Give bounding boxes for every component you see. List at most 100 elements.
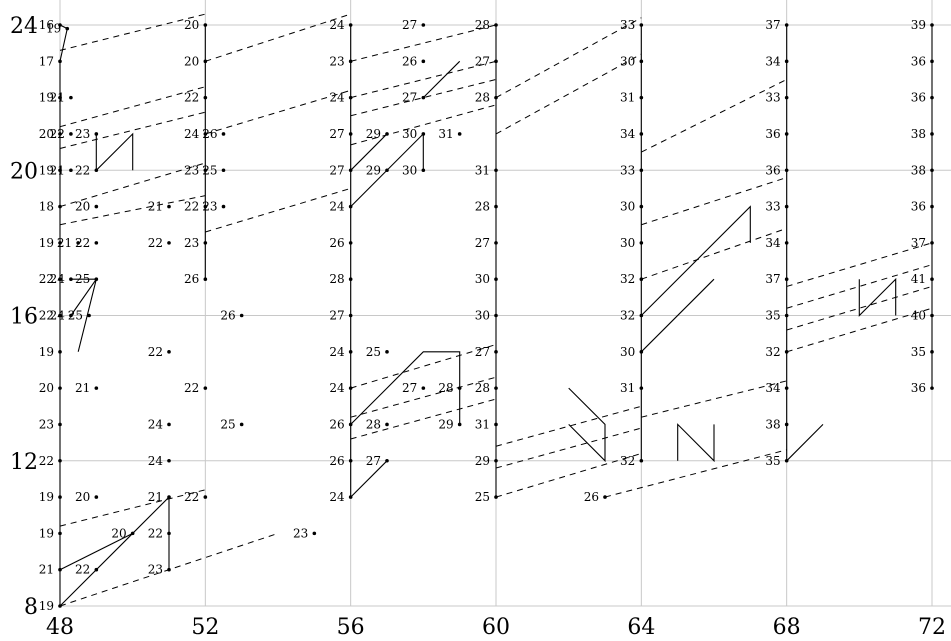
point-marker [87,313,91,318]
dashed-link [205,13,351,62]
point-label: 19 [39,236,54,250]
point-marker [221,168,226,173]
point-marker [348,313,353,318]
point-label: 19 [39,91,54,105]
point-marker [639,132,644,136]
point-label: 36 [911,200,926,214]
solid-path [95,132,134,172]
point-label: 31 [438,127,453,141]
point-marker [494,313,498,318]
point-label: 32 [765,345,780,359]
point-label: 23 [148,563,163,577]
point-label: 36 [765,127,780,141]
dashed-link [786,307,933,353]
point-marker [639,350,644,354]
point-label: 36 [765,163,780,177]
point-marker [167,567,171,572]
solid-path [350,460,388,498]
point-marker [94,204,99,209]
solid-path [350,351,461,425]
point-marker [784,386,789,390]
point-marker [239,422,244,427]
point-marker [385,422,389,427]
point-marker [348,422,353,427]
point-label: 28 [475,200,490,214]
y-tick-label: 12 [10,450,38,475]
point-label: 36 [911,381,926,395]
point-marker [58,386,62,390]
dashed-link [641,380,787,418]
dashed-link [786,285,933,331]
point-marker [94,277,99,281]
point-label: 25 [366,345,381,359]
point-label: 24 [184,127,200,141]
point-marker [167,531,171,536]
point-label: 20 [111,526,126,540]
point-label: 28 [475,381,490,395]
point-label: 33 [620,18,635,32]
solid-path [640,205,751,316]
point-marker [58,277,62,281]
point-marker [930,168,934,173]
point-label: 18 [39,200,54,214]
point-marker [203,132,208,136]
point-label: 25 [220,417,235,431]
point-marker [69,277,73,281]
point-marker [930,132,934,136]
point-label: 23 [293,526,308,540]
point-label: 26 [184,272,199,286]
point-marker [58,313,62,318]
y-tick-label: 24 [10,14,38,39]
point-marker [457,422,462,427]
point-marker [348,59,353,64]
point-label: 31 [475,163,490,177]
point-label: 24 [329,490,345,504]
x-tick-label: 68 [773,615,801,640]
point-marker [348,495,353,499]
point-marker [58,350,62,354]
dashed-link [59,162,206,208]
point-label: 26 [220,309,235,323]
point-label: 21 [50,91,65,105]
point-label: 22 [75,236,90,250]
point-label: 39 [911,18,926,32]
point-marker [784,350,789,354]
point-marker [639,204,644,209]
solid-path [59,24,68,606]
point-marker [639,313,644,318]
point-marker [203,277,208,281]
solid-path [677,423,715,463]
point-marker [58,604,62,608]
x-tick-label: 56 [337,615,365,640]
axis-ticks: 48 52 56 60 64 68 72 8 12 16 20 24 [10,14,946,640]
dashed-link [604,449,787,498]
dashed-link [59,195,206,226]
point-label: 21 [50,163,65,177]
point-marker [930,241,934,245]
dashed-link [786,242,933,287]
point-marker [348,168,353,173]
point-label: 32 [620,309,635,323]
point-label: 20 [75,490,90,504]
point-marker [494,241,498,245]
point-label: 27 [366,454,381,468]
point-label: 24 [50,272,66,286]
point-marker [494,204,498,209]
point-marker [167,422,171,427]
point-label: 38 [911,127,926,141]
point-label: 28 [438,381,453,395]
point-label: 22 [148,526,163,540]
point-label: 19 [39,490,54,504]
point-marker [348,204,353,209]
point-marker [494,277,498,281]
point-marker [421,59,426,64]
point-label: 31 [620,91,635,105]
point-marker [312,531,317,536]
point-marker [385,168,389,173]
point-label: 21 [39,563,54,577]
point-marker [421,23,426,27]
point-marker [167,495,171,499]
point-marker [69,132,73,136]
point-label: 34 [765,381,781,395]
